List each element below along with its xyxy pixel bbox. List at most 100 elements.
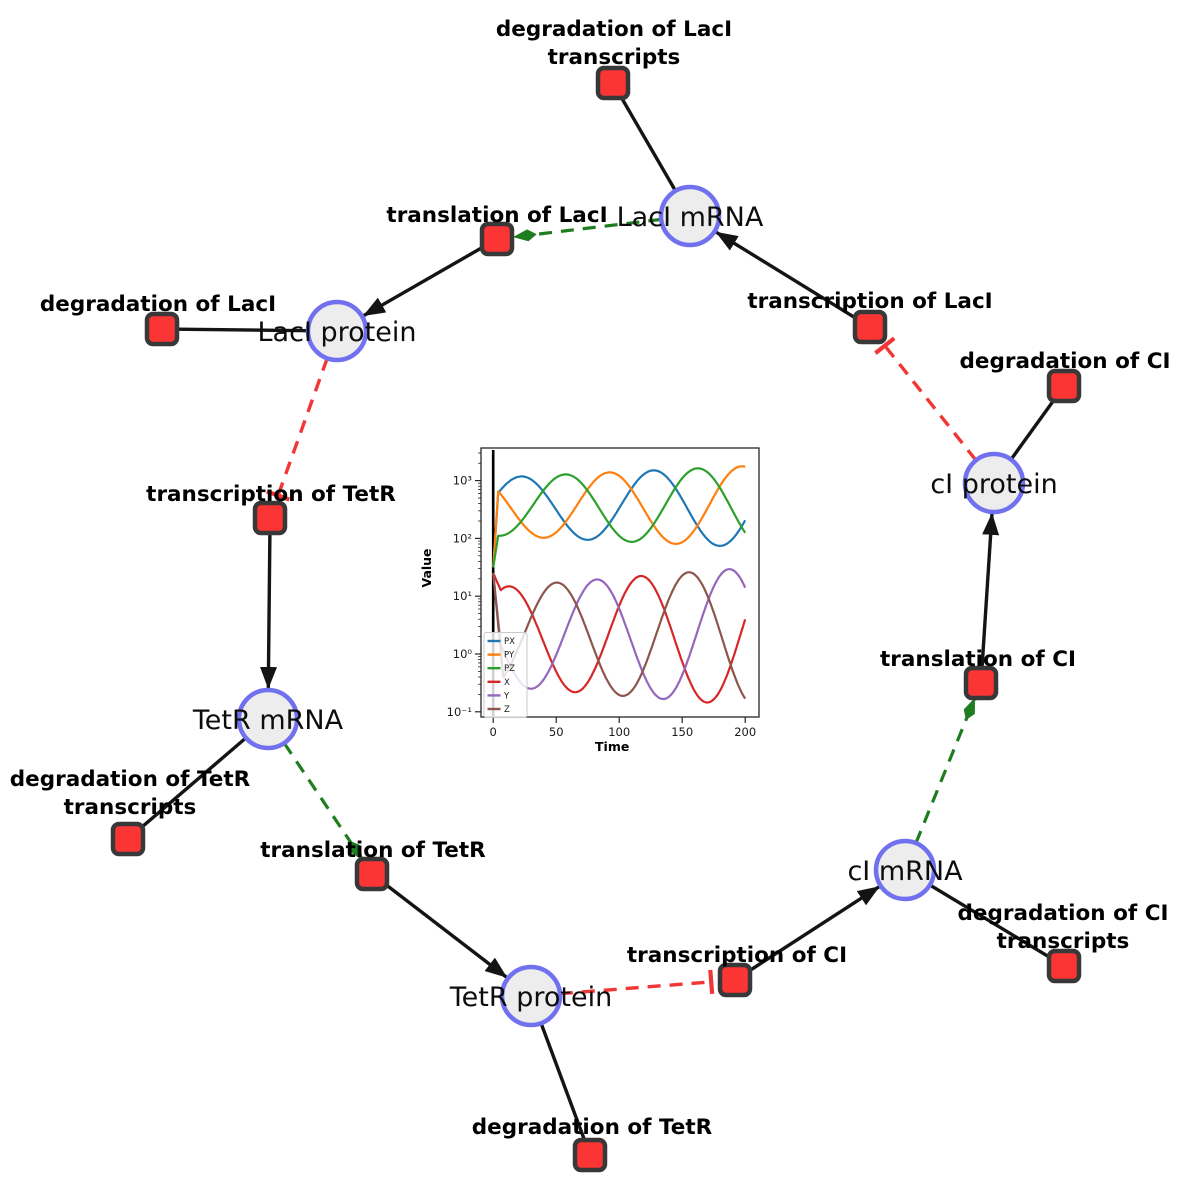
chart-x-tick-label: 0 bbox=[490, 725, 497, 739]
legend-label-PZ: PZ bbox=[504, 664, 515, 674]
nodes-layer bbox=[110, 65, 1082, 1173]
reaction-label-txn-ci-line0: transcription of CI bbox=[627, 943, 847, 968]
chart-y-tick-label: 10³ bbox=[453, 474, 473, 488]
reaction-label-deg-laci-tr-line0: degradation of LacI bbox=[496, 17, 732, 42]
species-node-laci-mrna bbox=[658, 184, 722, 248]
legend-label-PX: PX bbox=[504, 637, 515, 647]
chart-x-axis-label: Time bbox=[595, 739, 629, 754]
edge-deg-tetr-tetr-protein bbox=[539, 1023, 587, 1142]
species-node-tetr-protein bbox=[499, 964, 563, 1028]
species-node-ci-protein bbox=[962, 451, 1026, 515]
species-label-tetr-mrna: TetR mRNA bbox=[192, 705, 344, 736]
reaction-node-deg-laci bbox=[144, 311, 180, 347]
edge-txn-ci-ci-mrna bbox=[746, 885, 880, 974]
chart-series-PZ bbox=[492, 467, 747, 568]
legend-label-PY: PY bbox=[504, 651, 515, 661]
reaction-label-deg-laci-tr-line1: transcripts bbox=[548, 45, 681, 70]
edge-deg-laci-tr-laci-mrna bbox=[619, 95, 677, 191]
edge-ci-protein-txn-laci bbox=[874, 336, 978, 462]
legend-label-Z: Z bbox=[504, 705, 510, 715]
species-label-ci-protein: cI protein bbox=[930, 469, 1057, 500]
chart-y-tick-label: 10² bbox=[453, 531, 472, 545]
reaction-node-deg-tetr-tr bbox=[110, 821, 146, 857]
chart-y-tick-label: 10⁰ bbox=[453, 647, 473, 661]
species-circle bbox=[658, 184, 722, 248]
species-circle bbox=[962, 451, 1026, 515]
chart-x-tick-label: 150 bbox=[671, 725, 693, 739]
edge-tln-laci-laci-protein bbox=[363, 245, 485, 317]
reaction-square bbox=[252, 500, 288, 536]
species-label-laci-protein: LacI protein bbox=[258, 317, 417, 348]
edge-tetr-mrna-tln-tetr bbox=[282, 742, 364, 861]
edge-tln-tetr-tetr-protein bbox=[382, 881, 508, 979]
labels-layer: LacI mRNA LacI protein TetR mRNA TetR prote… bbox=[10, 17, 1171, 1140]
reaction-node-deg-laci-tr bbox=[595, 65, 631, 101]
species-node-laci-protein bbox=[305, 299, 369, 363]
reaction-node-deg-ci-tr bbox=[1046, 948, 1082, 984]
reaction-square bbox=[1046, 948, 1082, 984]
chart-series-X bbox=[492, 572, 747, 704]
species-label-laci-mrna: LacI mRNA bbox=[617, 202, 764, 233]
species-circle bbox=[499, 964, 563, 1028]
reaction-label-tln-ci-line0: translation of CI bbox=[880, 647, 1076, 672]
edge-txn-tetr-tetr-mrna bbox=[260, 532, 278, 689]
reaction-square bbox=[144, 311, 180, 347]
reaction-label-tln-laci-line0: translation of LacI bbox=[386, 203, 607, 228]
reaction-label-deg-ci-tr-line1: transcripts bbox=[997, 929, 1130, 954]
chart-y-tick-label: 10¹ bbox=[453, 589, 472, 603]
species-label-ci-mrna: cI mRNA bbox=[847, 856, 963, 887]
reaction-square bbox=[572, 1137, 608, 1173]
reaction-node-deg-tetr bbox=[572, 1137, 608, 1173]
reaction-node-deg-ci bbox=[1046, 368, 1082, 404]
reaction-square bbox=[963, 665, 999, 701]
species-circle bbox=[305, 299, 369, 363]
chart-x-tick-label: 200 bbox=[734, 725, 756, 739]
edge-laci-mrna-tln-laci bbox=[512, 217, 662, 242]
reaction-label-deg-ci-tr-line0: degradation of CI bbox=[958, 901, 1169, 926]
reaction-label-deg-ci-line0: degradation of CI bbox=[960, 349, 1171, 374]
reaction-square bbox=[717, 962, 753, 998]
chart-series-Y bbox=[492, 568, 747, 701]
chart-x-tick-label: 100 bbox=[608, 725, 630, 739]
reaction-square bbox=[852, 309, 888, 345]
inset-chart: 10⁻¹ 10⁰ 10¹ 10² 10³ 0 50 100 150 200 Time Value PX P… bbox=[419, 447, 760, 754]
reaction-square bbox=[110, 821, 146, 857]
reaction-label-deg-tetr-line0: degradation of TetR bbox=[472, 1115, 713, 1140]
edge-deg-ci-tr-ci-mrna bbox=[929, 884, 1053, 960]
edge-ci-mrna-tln-ci bbox=[914, 697, 977, 844]
reaction-square bbox=[595, 65, 631, 101]
chart-series-Z bbox=[492, 571, 747, 700]
edge-deg-ci-ci-protein bbox=[1010, 397, 1057, 460]
edge-tetr-protein-txn-ci bbox=[559, 969, 715, 996]
reaction-label-deg-tetr-tr-line1: transcripts bbox=[64, 795, 197, 820]
legend-label-Y: Y bbox=[503, 691, 510, 701]
legend-label-X: X bbox=[504, 678, 510, 688]
chart-y-axis-label: Value bbox=[419, 548, 434, 587]
species-circle bbox=[873, 838, 937, 902]
edge-deg-tetr-tr-tetr-mrna bbox=[138, 737, 247, 831]
edge-txn-laci-laci-mrna bbox=[715, 230, 859, 321]
edge-tln-ci-ci-protein bbox=[980, 512, 1000, 669]
reaction-node-tln-laci bbox=[479, 221, 515, 257]
reaction-node-txn-ci bbox=[717, 962, 753, 998]
reaction-square bbox=[479, 221, 515, 257]
species-label-tetr-protein: TetR protein bbox=[449, 982, 612, 1013]
reaction-label-txn-tetr-line0: transcription of TetR bbox=[146, 482, 396, 507]
chart-x-tick-label: 50 bbox=[549, 725, 564, 739]
species-node-tetr-mrna bbox=[236, 687, 300, 751]
reaction-label-deg-laci-line0: degradation of LacI bbox=[40, 292, 276, 317]
species-node-ci-mrna bbox=[873, 838, 937, 902]
reaction-label-txn-laci-line0: transcription of LacI bbox=[747, 289, 992, 314]
edges-layer bbox=[138, 95, 1057, 1142]
reaction-node-tln-tetr bbox=[354, 856, 390, 892]
reaction-node-txn-tetr bbox=[252, 500, 288, 536]
edge-deg-laci-laci-protein bbox=[176, 327, 308, 333]
chart-y-tick-label: 10⁻¹ bbox=[447, 705, 472, 719]
chart-series-PX bbox=[492, 469, 747, 568]
edge-laci-protein-txn-tetr bbox=[266, 357, 329, 502]
reaction-label-tln-tetr-line0: translation of TetR bbox=[260, 838, 486, 863]
species-circle bbox=[236, 687, 300, 751]
reaction-label-deg-tetr-tr-line0: degradation of TetR bbox=[10, 767, 251, 792]
